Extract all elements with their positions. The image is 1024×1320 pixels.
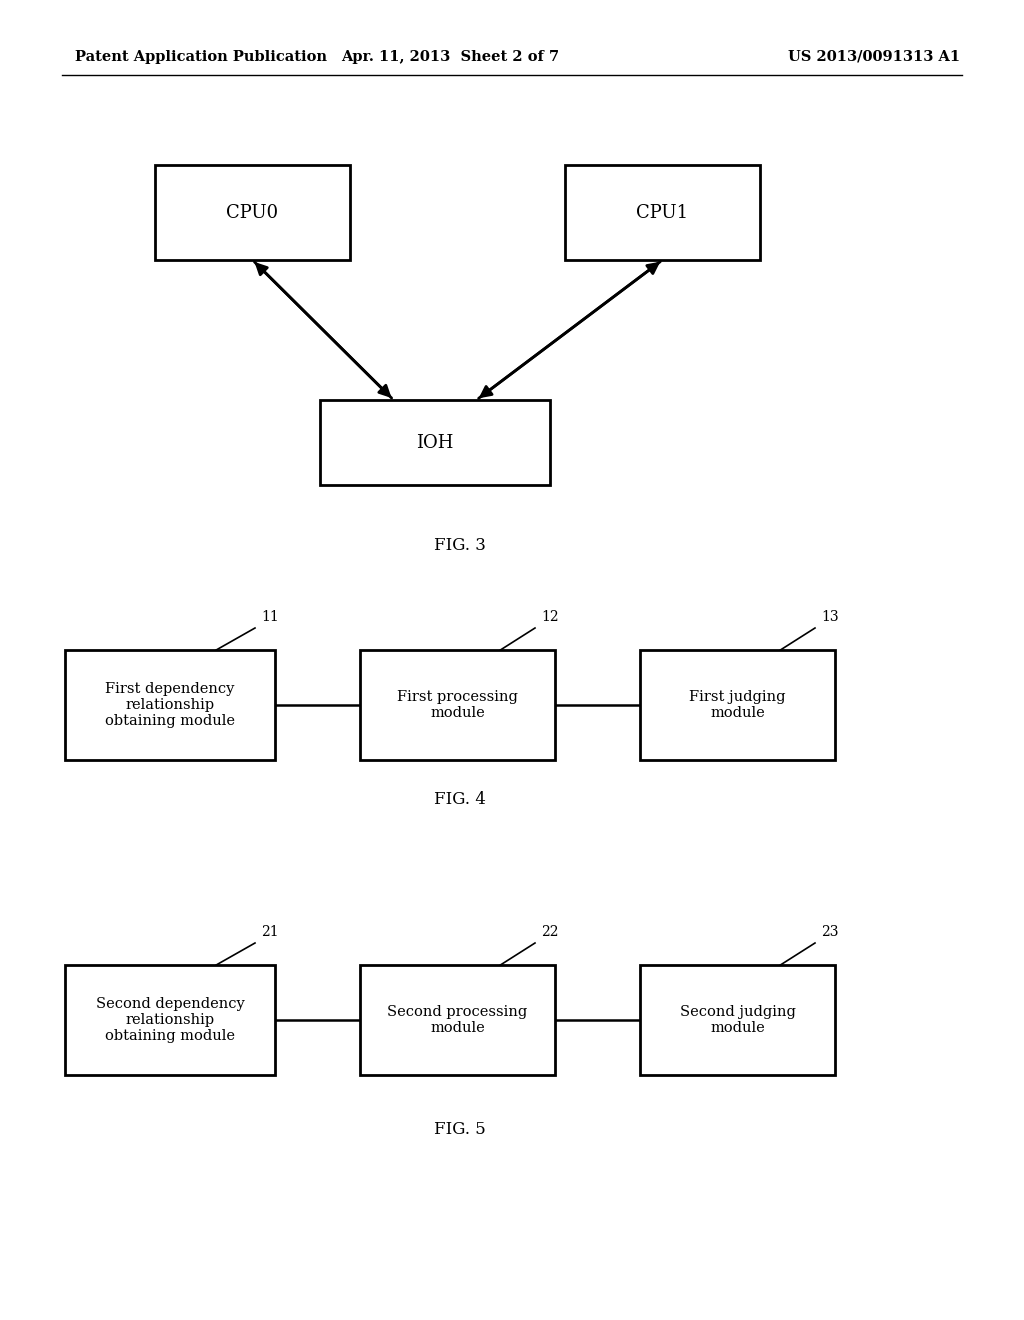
Text: Second processing
module: Second processing module	[387, 1005, 527, 1035]
Text: FIG. 3: FIG. 3	[434, 536, 486, 553]
Bar	[565, 165, 760, 260]
Bar	[65, 965, 275, 1074]
Bar	[155, 165, 350, 260]
Bar	[65, 649, 275, 760]
Text: First judging
module: First judging module	[689, 690, 785, 721]
Bar	[360, 965, 555, 1074]
Text: 23: 23	[821, 925, 839, 939]
Text: 13: 13	[821, 610, 839, 624]
Text: US 2013/0091313 A1: US 2013/0091313 A1	[787, 50, 961, 63]
Text: 12: 12	[541, 610, 559, 624]
Bar	[319, 400, 550, 484]
Text: 21: 21	[261, 925, 279, 939]
Bar	[640, 649, 835, 760]
Text: Patent Application Publication: Patent Application Publication	[75, 50, 327, 63]
Bar	[360, 649, 555, 760]
Text: Apr. 11, 2013  Sheet 2 of 7: Apr. 11, 2013 Sheet 2 of 7	[341, 50, 559, 63]
Text: First processing
module: First processing module	[397, 690, 518, 721]
Text: CPU1: CPU1	[637, 203, 688, 222]
Text: Second judging
module: Second judging module	[680, 1005, 796, 1035]
Text: First dependency
relationship
obtaining module: First dependency relationship obtaining …	[105, 682, 234, 729]
Text: FIG. 5: FIG. 5	[434, 1122, 485, 1138]
Text: 22: 22	[541, 925, 558, 939]
Text: IOH: IOH	[417, 433, 454, 451]
Text: FIG. 4: FIG. 4	[434, 792, 486, 808]
Text: Second dependency
relationship
obtaining module: Second dependency relationship obtaining…	[95, 997, 245, 1043]
Text: 11: 11	[261, 610, 279, 624]
Bar	[640, 965, 835, 1074]
Text: CPU0: CPU0	[226, 203, 279, 222]
